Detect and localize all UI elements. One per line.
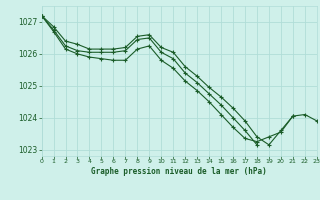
X-axis label: Graphe pression niveau de la mer (hPa): Graphe pression niveau de la mer (hPa) — [91, 167, 267, 176]
